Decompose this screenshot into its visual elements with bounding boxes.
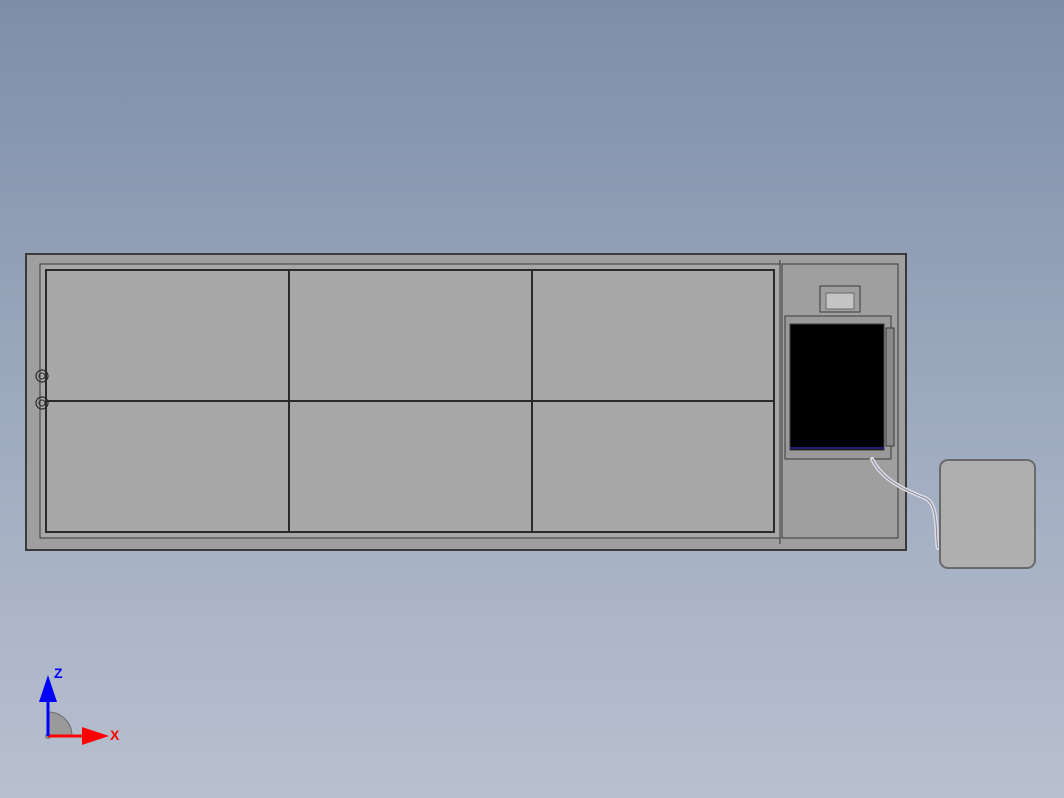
triad-label-x: X xyxy=(110,727,120,743)
black-screen xyxy=(790,324,884,450)
top-small-box-inner xyxy=(826,293,854,309)
external-box xyxy=(940,460,1035,568)
triad-label-z: Z xyxy=(54,665,63,681)
scene-svg: XZ xyxy=(0,0,1064,798)
screen-mount xyxy=(886,328,894,446)
cad-viewport[interactable]: XZ xyxy=(0,0,1064,798)
